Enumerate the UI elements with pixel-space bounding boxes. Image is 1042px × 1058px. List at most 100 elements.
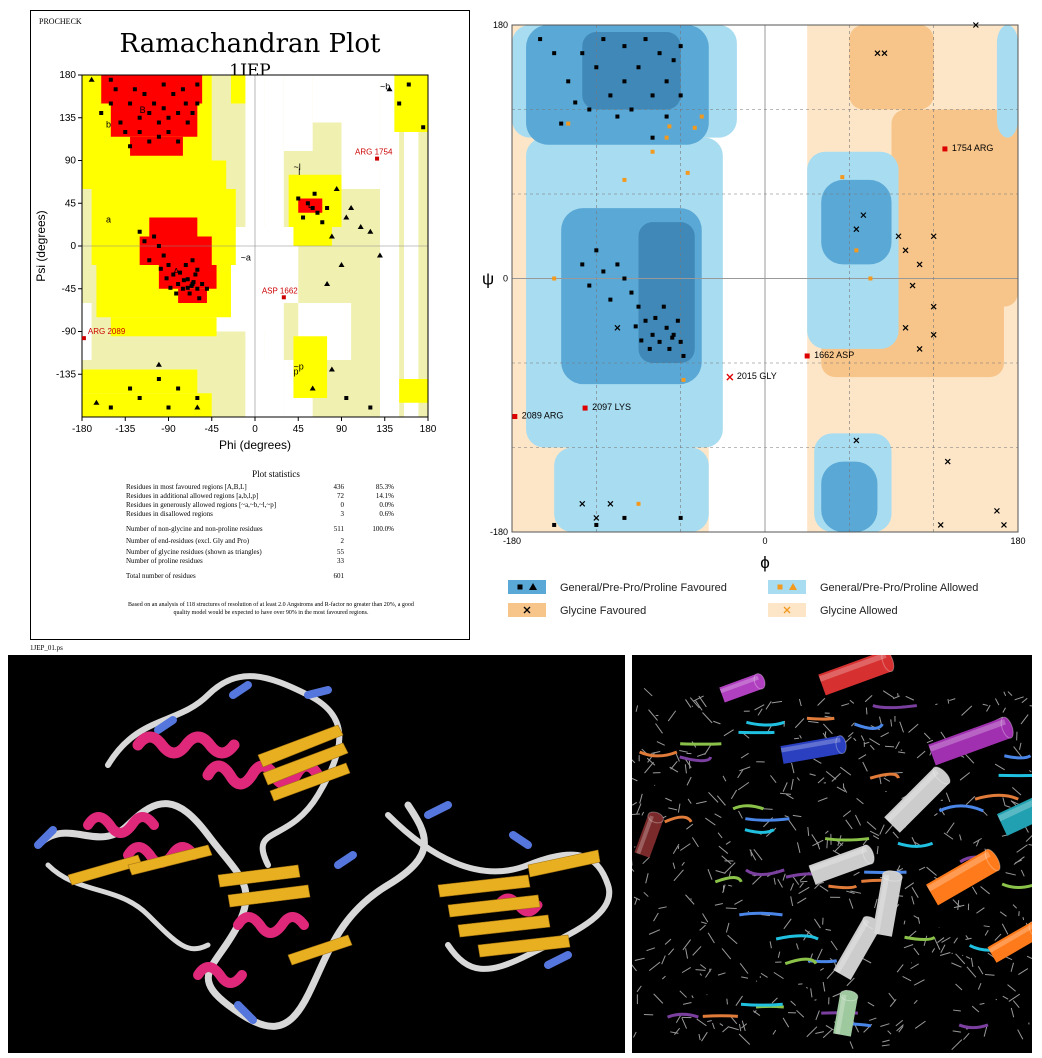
residue-point <box>187 291 192 296</box>
sidechain-stick <box>872 835 880 840</box>
sidechain-stick <box>696 753 706 757</box>
sidechain-stick <box>1002 995 1009 1000</box>
sidechain-stick <box>806 1026 818 1038</box>
residue-point <box>664 114 669 119</box>
glycine-point <box>881 50 888 57</box>
residue-point <box>601 37 606 42</box>
sidechain-stick <box>845 819 853 830</box>
sidechain-stick <box>1011 787 1022 796</box>
sidechain-stick <box>951 1039 963 1051</box>
residue-point <box>661 304 666 309</box>
sidechain-stick <box>994 698 1000 706</box>
coil-segment <box>1004 754 1032 760</box>
glycine-point <box>309 385 316 391</box>
sidechain-stick <box>935 703 938 706</box>
sidechain-stick <box>913 999 918 1005</box>
sidechain-stick <box>865 707 868 715</box>
residue-point <box>195 82 200 87</box>
sidechain-stick <box>772 1029 777 1035</box>
sidechain-stick <box>765 701 772 710</box>
region-label: A <box>173 267 179 277</box>
glycine-point <box>902 324 909 331</box>
residue-point <box>164 276 169 281</box>
sidechain-stick <box>830 940 838 951</box>
sidechain-stick <box>722 775 727 782</box>
residue-point <box>180 286 185 291</box>
legend-label: General/Pre-Pro/Proline Allowed <box>820 582 978 594</box>
glycine-point <box>909 282 916 289</box>
residue-point <box>156 244 161 248</box>
sidechain-stick <box>722 1026 729 1033</box>
sidechain-stick <box>707 932 715 944</box>
glycine-point <box>895 233 902 240</box>
sidechain-stick <box>702 913 709 923</box>
sidechain-stick <box>708 791 719 803</box>
stats-label: Number of end-residues (excl. Gly and Pr… <box>126 537 250 545</box>
sidechain-stick <box>769 941 772 949</box>
sidechain-stick <box>945 792 951 803</box>
region-label: p <box>293 366 298 376</box>
sidechain-stick <box>646 947 656 952</box>
favoured-core <box>582 32 681 110</box>
sidechain-stick <box>826 969 836 979</box>
residue-point <box>180 87 185 92</box>
sidechain-stick <box>984 974 995 976</box>
residue-point <box>671 332 676 337</box>
residue-point <box>670 335 675 340</box>
sidechain-stick <box>879 824 885 835</box>
coil-segment <box>828 884 858 890</box>
sidechain-stick <box>817 697 826 706</box>
glycine-point <box>930 303 937 310</box>
favoured-region <box>821 461 878 532</box>
residue-point <box>636 65 641 70</box>
stats-count: 72 <box>337 492 344 500</box>
sidechain-stick <box>628 776 638 782</box>
residue-point <box>622 79 627 84</box>
sidechain-stick <box>685 699 692 708</box>
sidechain-stick <box>750 849 752 857</box>
sidechain-stick <box>680 843 691 851</box>
sidechain-stick <box>888 992 896 1002</box>
residue-point <box>171 272 176 277</box>
residue-point <box>622 515 627 520</box>
residue-point <box>671 58 676 63</box>
sidechain-stick <box>914 1020 926 1029</box>
sidechain-stick <box>869 1017 877 1021</box>
coil-segment <box>974 793 1019 801</box>
sidechain-stick <box>1012 904 1018 909</box>
residue-point <box>310 206 315 210</box>
sidechain-stick <box>702 712 713 724</box>
sidechain-stick <box>834 842 844 852</box>
y-tick-label: 90 <box>65 156 77 167</box>
sidechain-stick <box>796 1009 805 1018</box>
residue-point <box>664 325 669 330</box>
sidechain-stick <box>1016 844 1028 853</box>
sidechain-stick <box>807 826 810 837</box>
sidechain-stick <box>898 1026 904 1033</box>
sidechain-stick <box>836 786 846 793</box>
sidechain-stick <box>1003 691 1007 697</box>
legend-item: Glycine Favoured <box>508 603 646 617</box>
x-tick-label: -45 <box>205 424 220 435</box>
residue-point <box>608 297 613 302</box>
glycine-point <box>376 252 383 258</box>
x-tick-label: 180 <box>1010 536 1025 546</box>
glycine-point <box>930 233 937 240</box>
residue-point <box>171 92 176 96</box>
sidechain-stick <box>881 1044 890 1047</box>
stats-row: Number of non-glycine and non-proline re… <box>126 525 426 535</box>
sidechain-stick <box>896 865 901 872</box>
sidechain-stick <box>1028 844 1039 847</box>
sidechain-stick <box>882 1039 890 1043</box>
x-tick-label: 0 <box>762 536 767 546</box>
sidechain-stick <box>792 876 800 885</box>
sidechain-stick <box>869 744 875 751</box>
outlier-label: 1662 ASP <box>814 350 854 360</box>
residue-point <box>368 405 373 410</box>
sidechain-stick <box>917 917 921 924</box>
sidechain-stick <box>934 938 941 950</box>
sidechain-stick <box>738 1023 742 1032</box>
coil-segment <box>666 1012 699 1019</box>
sidechain-stick <box>782 1017 790 1028</box>
glycine-point <box>930 331 937 338</box>
